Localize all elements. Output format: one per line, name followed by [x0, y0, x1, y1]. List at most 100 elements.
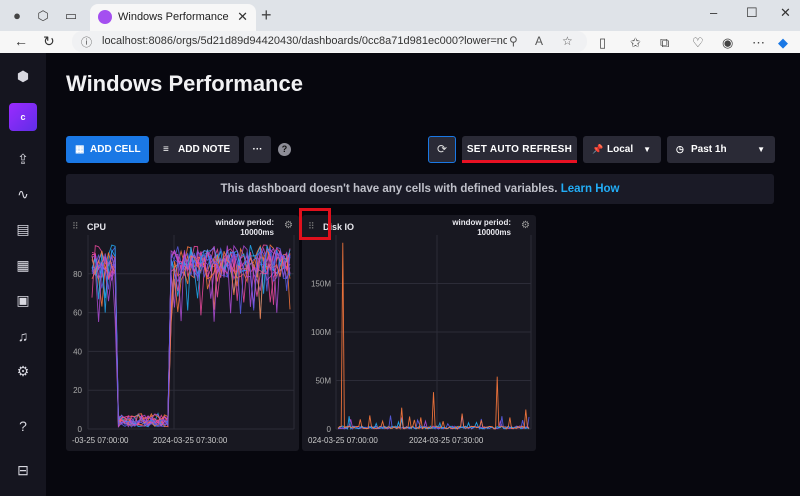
dashboards-icon[interactable]: ▦ [16, 257, 30, 273]
extension-badge-icon[interactable]: ◉ [722, 35, 734, 50]
favorites-icon[interactable]: ✩ [630, 35, 641, 50]
cpu-series-line [91, 254, 291, 426]
window-period: window period: 10000ms [215, 218, 274, 238]
add-cell-button[interactable]: ▦ ADD CELL [66, 136, 149, 163]
profile-icon[interactable]: ● [13, 8, 21, 23]
y-tick-label: 80 [73, 270, 82, 279]
upload-icon[interactable]: ⇪ [17, 151, 29, 167]
influx-favicon-icon [98, 10, 112, 24]
key-icon[interactable]: ⚲ [509, 34, 518, 48]
sidebar: ⬢ c ⇪ ∿ ▤ ▦ ▣ ♫ ⚙ ? ⊟ [0, 53, 46, 496]
cell-name: CPU [87, 222, 107, 232]
more-icon[interactable]: ⋯ [752, 35, 765, 50]
y-tick-label: 100M [311, 328, 331, 337]
help-icon[interactable]: ? [19, 418, 27, 434]
window-period-label: window period: [452, 218, 511, 227]
window-period-label: window period: [215, 218, 274, 227]
alerts-icon[interactable]: ♫ [17, 328, 29, 344]
new-tab-button[interactable]: + [261, 5, 272, 25]
add-cell-icon: ▦ [75, 144, 85, 155]
workspaces-icon[interactable]: ⬡ [37, 8, 49, 23]
org-avatar[interactable]: c [9, 103, 37, 131]
notice-text: This dashboard doesn't have any cells wi… [220, 183, 558, 195]
back-icon[interactable]: ← [14, 33, 28, 49]
refresh-dashboard-button[interactable]: ⟳ [428, 136, 456, 163]
x-tick-label: -03-25 07:00:00 [72, 436, 129, 445]
maximize-button[interactable]: ☐ [746, 5, 758, 20]
y-tick-label: 40 [73, 347, 82, 356]
browser-tab-bar: ● ⬡ ▭ Windows Performance | ciel | Infl … [0, 0, 800, 31]
drag-handle-icon[interactable]: ⠿ [308, 221, 315, 231]
add-note-button[interactable]: ≡ ADD NOTE [154, 136, 239, 163]
auto-refresh-highlight-underline [462, 160, 577, 163]
y-tick-label: 150M [311, 280, 331, 289]
disk-io-series-line [337, 416, 530, 430]
tab-title: Windows Performance | ciel | Infl [118, 11, 230, 23]
settings-icon[interactable]: ⚙ [16, 363, 30, 379]
close-window-button[interactable]: ✕ [780, 5, 791, 20]
cell-gear-icon[interactable]: ⚙ [521, 220, 530, 231]
timezone-dropdown[interactable]: 📌 Local ▼ [583, 136, 661, 163]
browser-tab-active[interactable]: Windows Performance | ciel | Infl ✕ [90, 4, 256, 31]
cpu-chart[interactable]: 0 20 40 60 80 -03-25 07:00:00 2024-03-25 07:30… [66, 215, 299, 451]
disk-io-chart[interactable]: 0 50M 100M 150M 024-03-25 07:00:00 2024-03-25… [302, 215, 536, 451]
highlight-box [299, 208, 331, 240]
collections-icon[interactable]: ⧉ [660, 35, 670, 50]
extensions-icon[interactable]: ♡ [692, 35, 704, 50]
note-icon: ≡ [163, 144, 169, 155]
tab-actions-icon[interactable]: ▭ [64, 8, 78, 23]
influx-logo-icon[interactable]: ⬢ [16, 68, 30, 84]
set-auto-refresh-button[interactable]: SET AUTO REFRESH [462, 136, 577, 163]
time-range-label: Past 1h [691, 144, 727, 155]
x-tick-label: 2024-03-25 07:30:00 [409, 436, 484, 445]
learn-how-link[interactable]: Learn How [560, 183, 620, 195]
info-icon[interactable]: ⓘ [81, 37, 92, 49]
address-bar[interactable]: ⓘ localhost:8086/orgs/5d21d89d94420430/d… [72, 31, 587, 52]
help-tooltip-icon[interactable]: ? [278, 143, 291, 156]
variables-notice: This dashboard doesn't have any cells wi… [66, 174, 774, 204]
cpu-series-line [91, 252, 291, 426]
minimize-button[interactable]: – [710, 5, 718, 20]
url-text[interactable]: localhost:8086/orgs/5d21d89d94420430/das… [102, 35, 507, 47]
y-tick-label: 20 [73, 386, 82, 395]
cpu-series-line [91, 249, 291, 428]
browser-address-row: ← ↻ ⓘ localhost:8086/orgs/5d21d89d944204… [0, 31, 800, 53]
notebook-icon[interactable]: ▤ [16, 221, 30, 237]
cell-name: Disk IO [323, 222, 355, 232]
cpu-series-line [91, 244, 291, 425]
chevron-down-icon: ▼ [643, 145, 651, 154]
tasks-icon[interactable]: ▣ [16, 292, 30, 308]
more-options-button[interactable]: ··· [244, 136, 271, 163]
cpu-series-line [91, 252, 291, 428]
window-period: window period: 10000ms [452, 218, 511, 238]
cell-gear-icon[interactable]: ⚙ [284, 220, 293, 231]
disk-io-cell: ⠿ Disk IO window period: 10000ms ⚙ 0 50M 1… [302, 215, 536, 451]
x-tick-label: 2024-03-25 07:30:00 [153, 436, 228, 445]
cpu-series-line [91, 252, 291, 428]
tab-close-icon[interactable]: ✕ [237, 9, 248, 24]
timezone-label: Local [607, 144, 634, 155]
window-period-value: 10000ms [240, 228, 274, 237]
pin-icon: 📌 [592, 144, 604, 154]
page-title: Windows Performance [66, 71, 303, 96]
clock-icon: ◷ [676, 144, 684, 154]
disk-io-series-line [337, 242, 530, 430]
collapse-icon[interactable]: ⊟ [17, 462, 29, 478]
refresh-icon: ⟳ [436, 142, 448, 156]
y-tick-label: 60 [73, 309, 82, 318]
split-screen-icon[interactable]: ▯ [599, 35, 607, 50]
drag-handle-icon[interactable]: ⠿ [72, 221, 79, 231]
cpu-series-line [91, 244, 291, 428]
read-aloud-icon[interactable]: A [535, 34, 544, 48]
add-note-label: ADD NOTE [178, 144, 231, 155]
copilot-icon[interactable]: ◆ [778, 35, 788, 50]
time-range-dropdown[interactable]: ◷ Past 1h ▼ [667, 136, 775, 163]
y-tick-label: 0 [78, 425, 83, 434]
favorite-icon[interactable]: ☆ [562, 34, 573, 48]
refresh-icon[interactable]: ↻ [43, 33, 55, 49]
add-cell-label: ADD CELL [90, 144, 141, 155]
window-period-value: 10000ms [477, 228, 511, 237]
cpu-cell: ⠿ CPU window period: 10000ms ⚙ 0 20 40 60 80… [66, 215, 299, 451]
chevron-down-icon: ▼ [757, 145, 765, 154]
chart-icon[interactable]: ∿ [17, 186, 29, 202]
